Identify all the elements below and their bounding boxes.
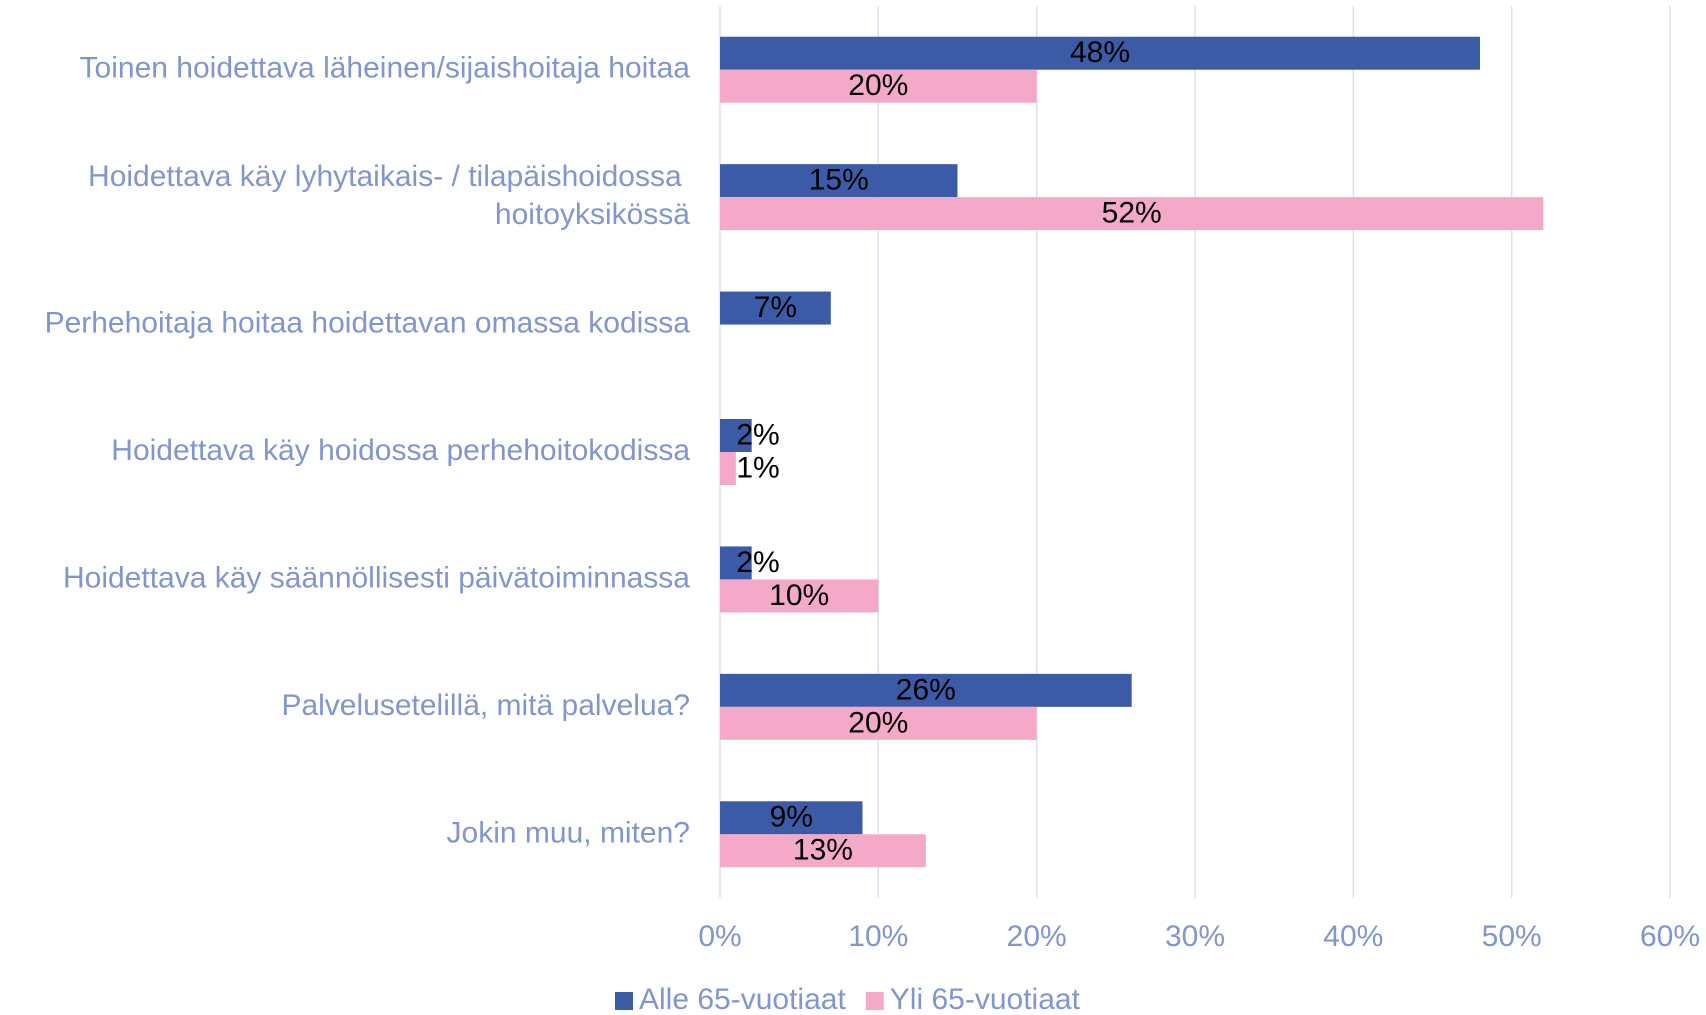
x-tick-label: 40% <box>1323 920 1383 953</box>
x-tick-label: 50% <box>1482 920 1542 953</box>
legend-label: Alle 65-vuotiaat <box>639 983 846 1015</box>
y-tick-label: Perhehoitaja hoitaa hoidettavan omassa k… <box>45 306 691 339</box>
data-label: 13% <box>793 834 853 867</box>
y-tick-label: Toinen hoidettava läheinen/sijaishoitaja… <box>80 52 691 85</box>
bar <box>720 452 736 485</box>
y-tick-label: Jokin muu, miten? <box>447 816 690 849</box>
legend-swatch <box>865 992 884 1010</box>
bar <box>720 673 1132 707</box>
data-label: 10% <box>769 579 829 612</box>
data-label: 20% <box>848 69 908 102</box>
bar <box>720 291 831 325</box>
data-label: 48% <box>1070 36 1130 69</box>
legend-swatch <box>615 992 633 1010</box>
y-tick-label: Hoidettava käy hoidossa perhehoitokodiss… <box>111 434 690 467</box>
y-tick-label: Palvelusetelillä, mitä palvelua? <box>281 689 690 722</box>
data-label: 20% <box>848 706 908 739</box>
bar <box>720 546 752 580</box>
x-tick-label: 0% <box>698 920 741 953</box>
bar <box>720 706 1037 740</box>
data-label: 26% <box>896 673 956 706</box>
y-tick-label: Hoidettava käy säännöllisesti päivätoimi… <box>63 561 690 594</box>
bar <box>720 36 1480 70</box>
data-label: 1% <box>736 451 779 484</box>
legend-label: Yli 65-vuotiaat <box>890 983 1081 1015</box>
data-label: 2% <box>736 546 779 579</box>
bar <box>720 834 926 868</box>
x-tick-label: 30% <box>1165 920 1225 953</box>
data-label: 9% <box>770 801 813 834</box>
bar <box>720 69 1037 103</box>
bar <box>720 164 958 198</box>
bar <box>720 801 863 835</box>
x-tick-label: 20% <box>1007 920 1067 953</box>
data-label: 52% <box>1102 197 1162 230</box>
bar <box>720 579 879 613</box>
bar <box>720 197 1544 231</box>
data-label: 15% <box>809 164 869 197</box>
x-tick-label: 10% <box>848 920 908 953</box>
y-tick-label: Hoidettava käy lyhytaikais- / tilapäisho… <box>88 160 690 231</box>
data-label: 7% <box>754 291 797 324</box>
data-label: 2% <box>736 418 779 451</box>
bar <box>720 419 752 452</box>
x-tick-label: 60% <box>1640 920 1700 953</box>
